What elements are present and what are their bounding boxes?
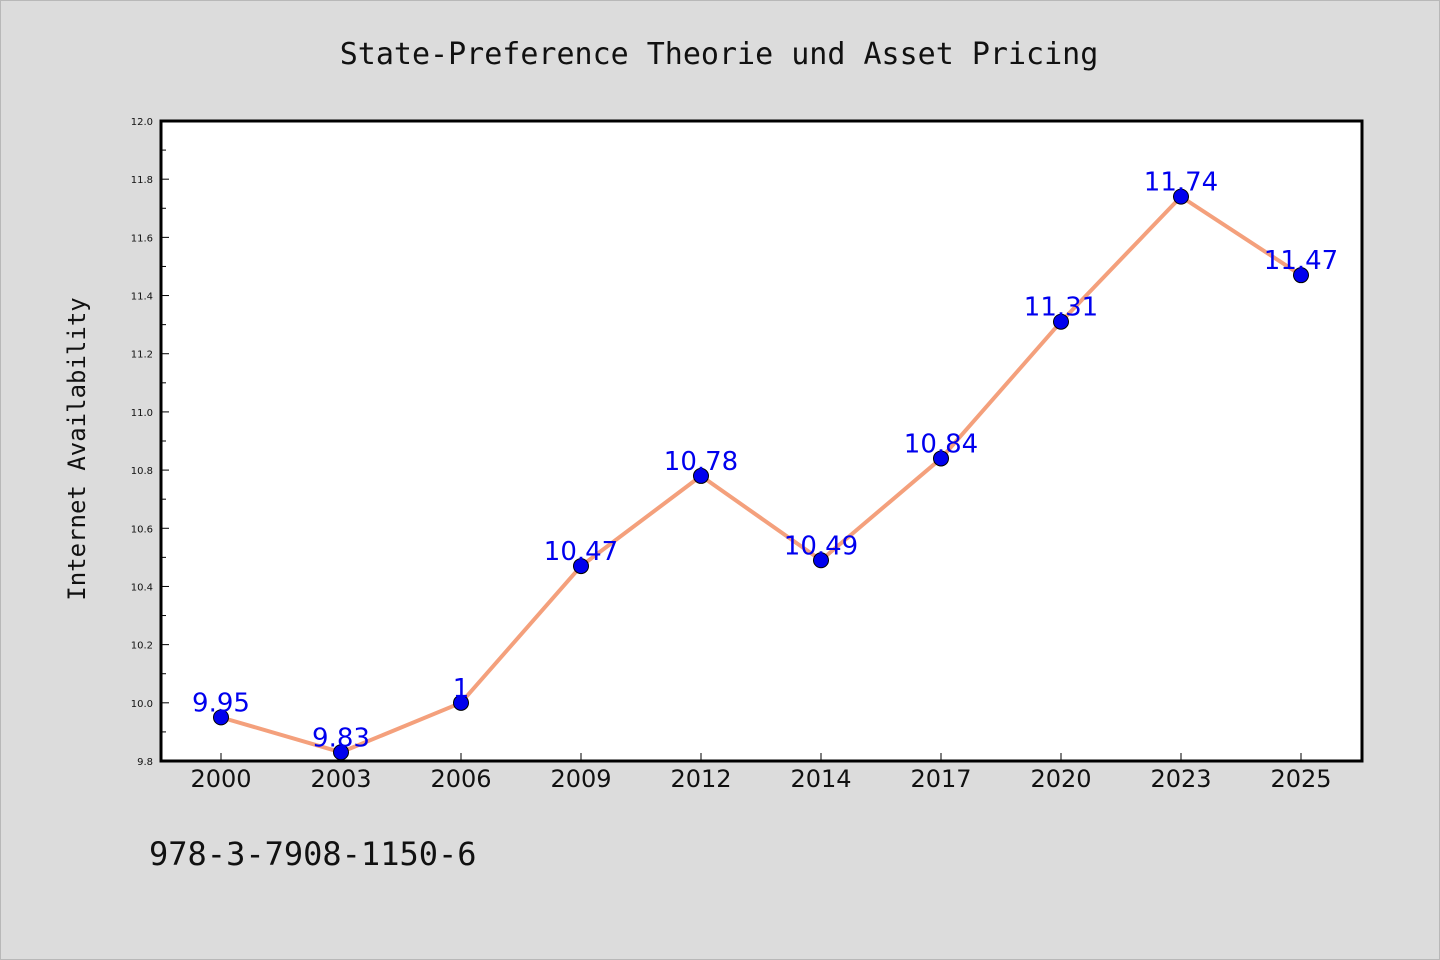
data-point <box>1293 267 1309 284</box>
data-label: 11.31 <box>1024 293 1098 323</box>
data-label: 10.47 <box>544 537 618 567</box>
x-tick-label: 2000 <box>190 765 251 793</box>
data-label: 9.83 <box>312 723 370 753</box>
data-label: 9.95 <box>192 688 250 718</box>
data-label: 11.74 <box>1144 168 1218 198</box>
x-tick-label: 2006 <box>430 765 491 793</box>
y-tick-label: 10.4 <box>131 582 153 593</box>
data-label: 10.84 <box>904 429 978 459</box>
x-tick-label: 2023 <box>1150 765 1211 793</box>
plot-frame <box>159 119 1364 763</box>
data-point <box>1173 188 1189 205</box>
y-tick-label: 11.0 <box>131 408 153 419</box>
x-tick-label: 2003 <box>310 765 371 793</box>
data-point <box>213 709 229 726</box>
x-axis-ticks: 2000 2003 2006 2009 2012 2014 2017 2020 2023 2025 <box>190 753 1332 793</box>
y-axis-ticks: 9.8 10.0 10.2 10.4 10.6 10.8 11.0 11.2 11.4 11.6 1… <box>131 117 169 768</box>
data-point <box>1053 313 1069 330</box>
x-tick-label: 2012 <box>670 765 731 793</box>
x-tick-label: 2025 <box>1270 765 1331 793</box>
y-tick-label: 11.4 <box>131 292 153 303</box>
data-point <box>453 694 469 711</box>
data-point <box>933 450 949 467</box>
data-label: 11.47 <box>1264 246 1338 276</box>
data-label: 10.49 <box>784 531 858 561</box>
y-axis-label: Internet Availability <box>63 297 91 600</box>
x-tick-label: 2014 <box>790 765 851 793</box>
y-tick-label: 12.0 <box>131 117 153 128</box>
y-tick-label: 10.8 <box>131 466 153 477</box>
y-tick-label: 10.0 <box>131 699 153 710</box>
series-line <box>219 194 1303 755</box>
x-tick-label: 2020 <box>1030 765 1091 793</box>
y-tick-label: 10.6 <box>131 524 153 535</box>
data-label: 10.78 <box>664 447 738 477</box>
isbn-text: 978-3-7908-1150-6 <box>149 835 477 873</box>
y-tick-label: 11.2 <box>131 350 153 361</box>
y-tick-label: 11.8 <box>131 175 153 186</box>
data-point <box>573 558 589 575</box>
data-point <box>813 552 829 569</box>
data-label: 1 <box>453 674 470 704</box>
x-tick-label: 2017 <box>910 765 971 793</box>
data-series: 9.95 9.83 1 10.47 10.78 10.49 10.84 11.31 11.74 1… <box>192 168 1338 761</box>
y-tick-label: 10.2 <box>131 641 153 652</box>
chart-title: State-Preference Theorie und Asset Prici… <box>340 37 1099 72</box>
data-point <box>693 467 709 484</box>
plot-area <box>161 121 1362 761</box>
y-tick-label: 11.6 <box>131 233 153 244</box>
y-tick-label: 9.8 <box>137 757 153 768</box>
x-tick-label: 2009 <box>550 765 611 793</box>
